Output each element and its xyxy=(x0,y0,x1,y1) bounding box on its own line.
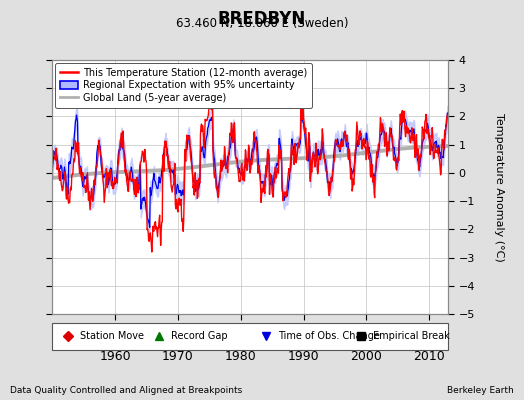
Text: 2000: 2000 xyxy=(351,350,383,363)
Text: Time of Obs. Change: Time of Obs. Change xyxy=(278,331,380,341)
Text: Berkeley Earth: Berkeley Earth xyxy=(447,386,514,395)
Text: BREDBYN: BREDBYN xyxy=(218,10,306,28)
Text: Record Gap: Record Gap xyxy=(171,331,228,341)
Text: 2010: 2010 xyxy=(413,350,445,363)
Text: Empirical Break: Empirical Break xyxy=(373,331,450,341)
Text: 1990: 1990 xyxy=(288,350,320,363)
Text: 1970: 1970 xyxy=(162,350,194,363)
Text: Data Quality Controlled and Aligned at Breakpoints: Data Quality Controlled and Aligned at B… xyxy=(10,386,243,395)
Text: 1980: 1980 xyxy=(225,350,257,363)
FancyBboxPatch shape xyxy=(52,323,448,350)
Y-axis label: Temperature Anomaly (°C): Temperature Anomaly (°C) xyxy=(494,113,505,261)
Text: 63.460 N, 18.060 E (Sweden): 63.460 N, 18.060 E (Sweden) xyxy=(176,17,348,30)
Text: 1960: 1960 xyxy=(100,350,131,363)
Text: Station Move: Station Move xyxy=(80,331,144,341)
Legend: This Temperature Station (12-month average), Regional Expectation with 95% uncer: This Temperature Station (12-month avera… xyxy=(56,63,312,108)
